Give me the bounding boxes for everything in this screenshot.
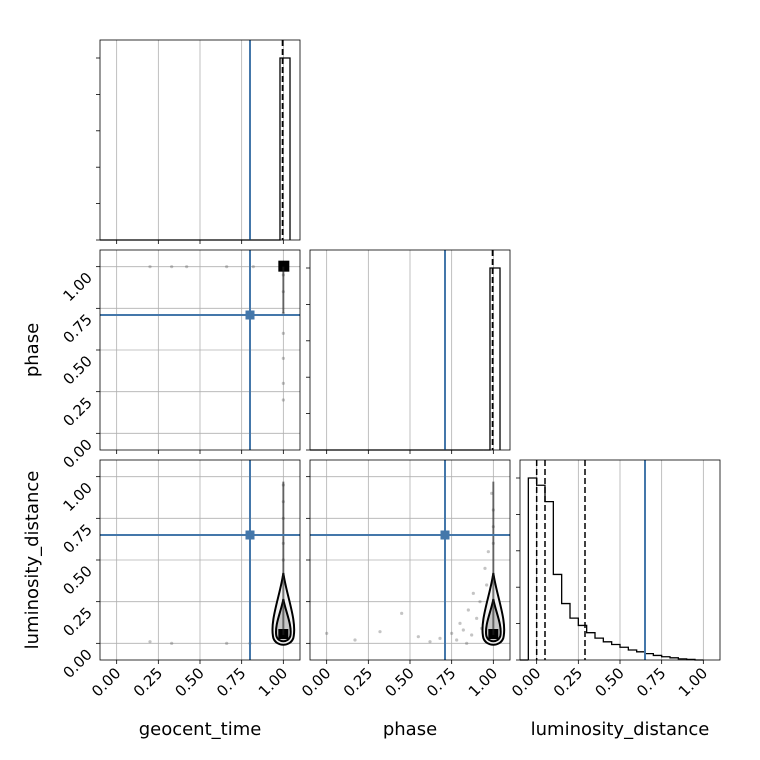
y-tick-label-2: 0.50: [59, 562, 95, 598]
hist-phase: [483, 267, 501, 451]
sample-point-11: [281, 356, 285, 360]
x-tick-label-4: 1.00: [255, 664, 291, 700]
sample-point-4: [416, 635, 420, 639]
sample-point-12: [466, 608, 470, 612]
sample-point-8: [455, 638, 459, 642]
ylabel-luminosity-distance: luminosity_distance: [22, 471, 43, 650]
y-tick-label-0: 0.00: [59, 645, 95, 681]
contour-outer: [481, 572, 506, 646]
panel-frame: [99, 39, 301, 241]
sample-point-1: [170, 265, 174, 269]
hist-panel-geocent-time: [96, 39, 301, 244]
x-tick-label-3: 0.75: [423, 664, 459, 700]
scatter-panel-luminosity-distance-vs-phase: 0.00 0.25 0.50 0.75 1.00: [298, 459, 511, 700]
xlabel-phase: phase: [383, 719, 437, 740]
x-tick-label-0: 0.00: [298, 664, 334, 700]
truth-marker: [245, 310, 255, 320]
sample-point-5: [428, 640, 432, 644]
sample-point-3: [400, 611, 404, 615]
y-tick-label-3: 0.75: [59, 520, 95, 556]
sample-point-19: [485, 583, 489, 587]
y-tick-label-4: 1.00: [59, 269, 95, 305]
sample-point-9: [458, 621, 462, 625]
sample-point-18: [483, 566, 487, 570]
density-core: [278, 260, 290, 272]
hist-panel-luminosity-distance: 0.00 0.25 0.50 0.75 1.00: [508, 459, 721, 700]
panel-frame: [309, 249, 511, 451]
sample-point-0: [325, 631, 329, 635]
x-tick-label-3: 0.75: [213, 664, 249, 700]
x-tick-label-4: 1.00: [675, 664, 711, 700]
sample-point-13: [470, 633, 474, 637]
x-tick-label-2: 0.50: [591, 664, 627, 700]
sample-point-2: [185, 265, 189, 269]
x-tick-label-3: 0.75: [633, 664, 669, 700]
sample-point-16: [478, 600, 482, 604]
sample-point-2: [378, 630, 382, 634]
truth-marker: [245, 530, 255, 540]
xlabel-luminosity-distance: luminosity_distance: [531, 719, 710, 740]
hist-panel-phase: [306, 249, 511, 454]
y-tick-label-0: 0.00: [59, 435, 95, 471]
sample-point-10: [461, 628, 465, 632]
truth-marker: [440, 530, 450, 540]
y-tick-label-1: 0.25: [59, 604, 95, 640]
sample-point-13: [281, 398, 285, 402]
x-tick-label-4: 1.00: [465, 664, 501, 700]
panel-frame: [99, 249, 301, 451]
x-tick-label-0: 0.00: [88, 664, 124, 700]
sample-point-1: [170, 641, 174, 645]
contour-outer: [271, 572, 296, 646]
x-tick-label-2: 0.50: [381, 664, 417, 700]
xlabel-geocent-time: geocent_time: [139, 719, 262, 740]
scatter-panel-phase-vs-geocent-time: 0.00 0.25 0.50 0.75 1.00: [59, 249, 301, 472]
sample-point-2: [225, 641, 229, 645]
sample-point-6: [438, 636, 442, 640]
hist-geocent-time: [270, 57, 291, 241]
sample-point-0: [148, 640, 152, 644]
x-tick-label-1: 0.25: [340, 664, 376, 700]
y-tick-label-1: 0.25: [59, 394, 95, 430]
sample-point-7: [450, 631, 454, 635]
y-tick-label-2: 0.50: [59, 352, 95, 388]
contour-inner: [484, 598, 502, 643]
sample-point-11: [465, 641, 469, 645]
sample-point-14: [471, 591, 475, 595]
x-tick-label-1: 0.25: [130, 664, 166, 700]
sample-point-1: [353, 638, 357, 642]
x-tick-label-2: 0.50: [171, 664, 207, 700]
panel-frame: [519, 459, 721, 661]
sample-point-15: [475, 616, 479, 620]
panel-frame: [99, 459, 301, 661]
sample-point-0: [148, 265, 152, 269]
sample-point-3: [225, 265, 229, 269]
hist-luminosity-distance: [527, 477, 704, 661]
x-tick-label-1: 0.25: [550, 664, 586, 700]
ylabel-phase: phase: [22, 323, 43, 377]
sample-point-10: [281, 331, 285, 335]
y-tick-label-3: 0.75: [59, 310, 95, 346]
y-tick-label-4: 1.00: [59, 479, 95, 515]
scatter-panel-luminosity-distance-vs-geocent-time: 0.00 0.25 0.50 0.75 1.000.000.250.500.751.00: [59, 459, 301, 700]
sample-point-20: [486, 550, 490, 554]
x-tick-label-0: 0.00: [508, 664, 544, 700]
sample-point-4: [251, 265, 255, 269]
panel-frame: [309, 459, 511, 661]
contour-inner: [274, 598, 292, 643]
sample-point-12: [281, 381, 285, 385]
